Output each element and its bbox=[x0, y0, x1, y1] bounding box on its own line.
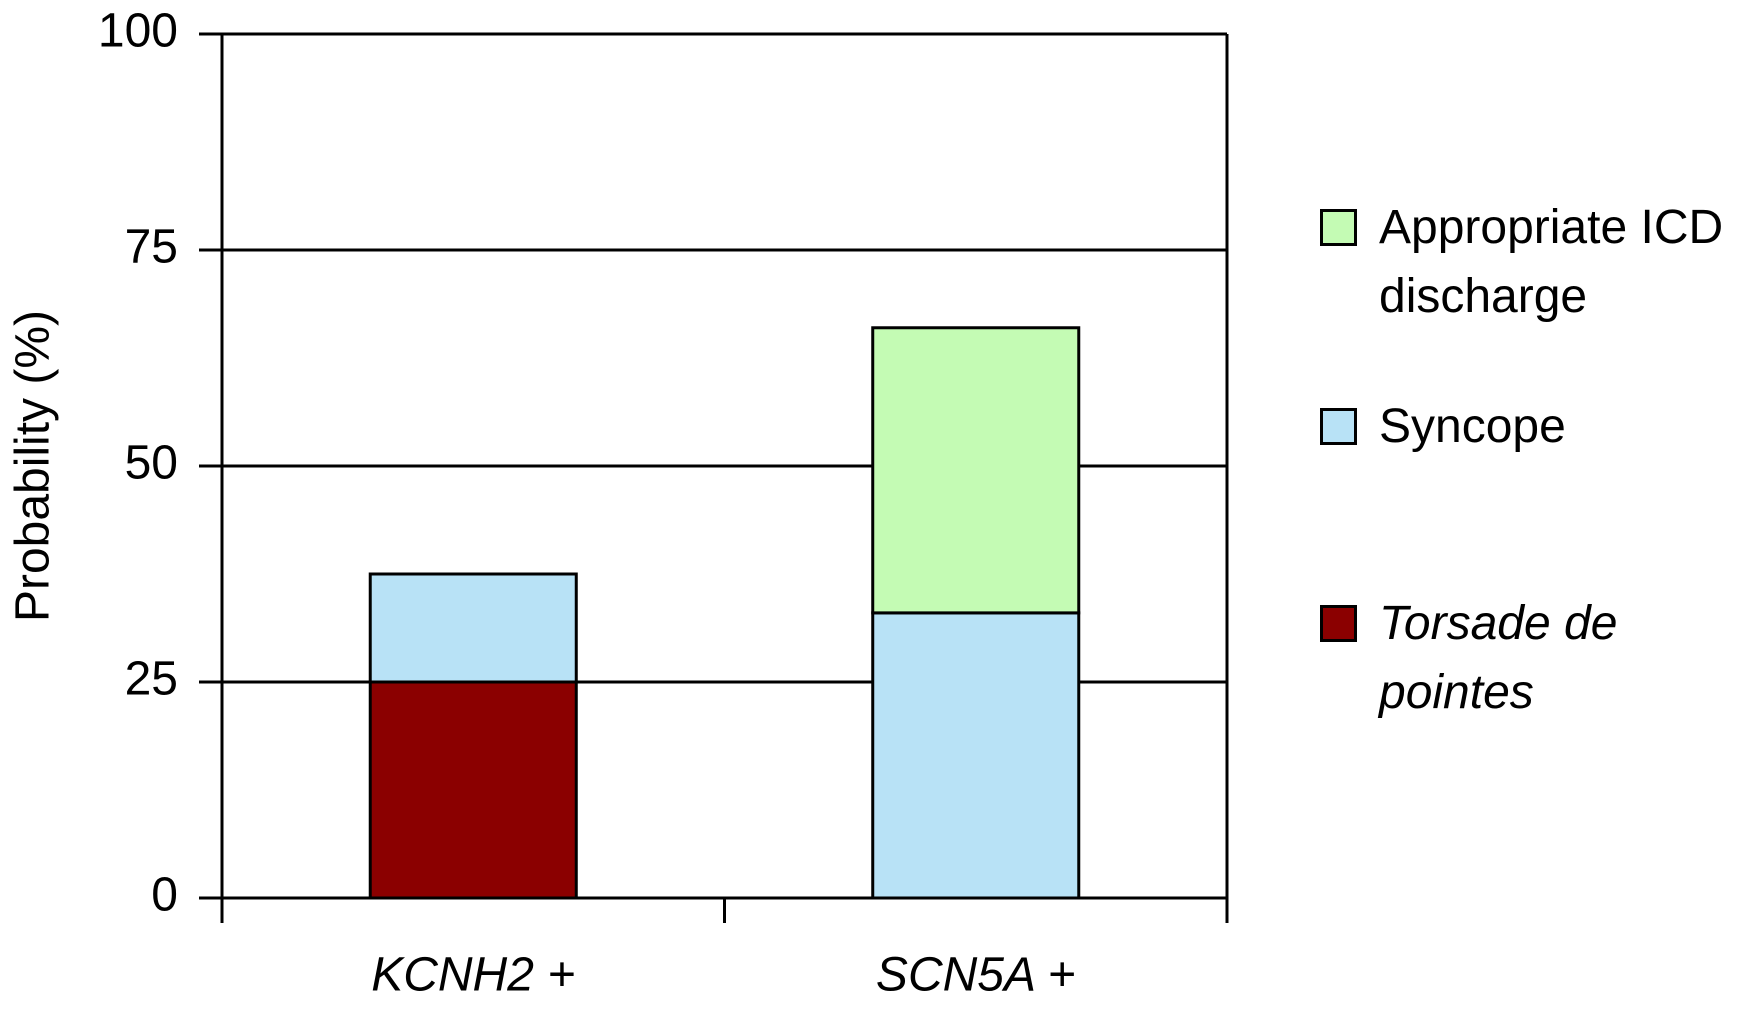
y-tick-label: 0 bbox=[151, 869, 178, 922]
y-tick-label: 100 bbox=[98, 5, 178, 58]
legend-swatch bbox=[1320, 209, 1357, 246]
legend-item: Appropriate ICD discharge bbox=[1320, 201, 1739, 331]
y-axis-label: Probability (%) bbox=[7, 310, 60, 622]
x-tick-label: SCN5A + bbox=[876, 949, 1076, 1002]
legend-item: Syncope bbox=[1320, 400, 1739, 461]
legend-label: Torsade de pointes bbox=[1379, 597, 1618, 719]
y-tick-label: 50 bbox=[125, 437, 178, 490]
y-tick-label: 75 bbox=[125, 221, 178, 274]
legend-label: Syncope bbox=[1379, 400, 1566, 453]
bar-segment bbox=[368, 572, 578, 684]
bar-segment bbox=[871, 611, 1081, 900]
bar-segment bbox=[871, 326, 1081, 615]
legend-label: Appropriate ICD discharge bbox=[1379, 201, 1724, 323]
legend-swatch bbox=[1320, 605, 1357, 642]
legend-swatch bbox=[1320, 408, 1357, 445]
bar-segment bbox=[368, 680, 578, 900]
legend-item: Torsade de pointes bbox=[1320, 597, 1739, 727]
x-tick-label: KCNH2 + bbox=[371, 949, 575, 1002]
y-tick-label: 25 bbox=[125, 653, 178, 706]
